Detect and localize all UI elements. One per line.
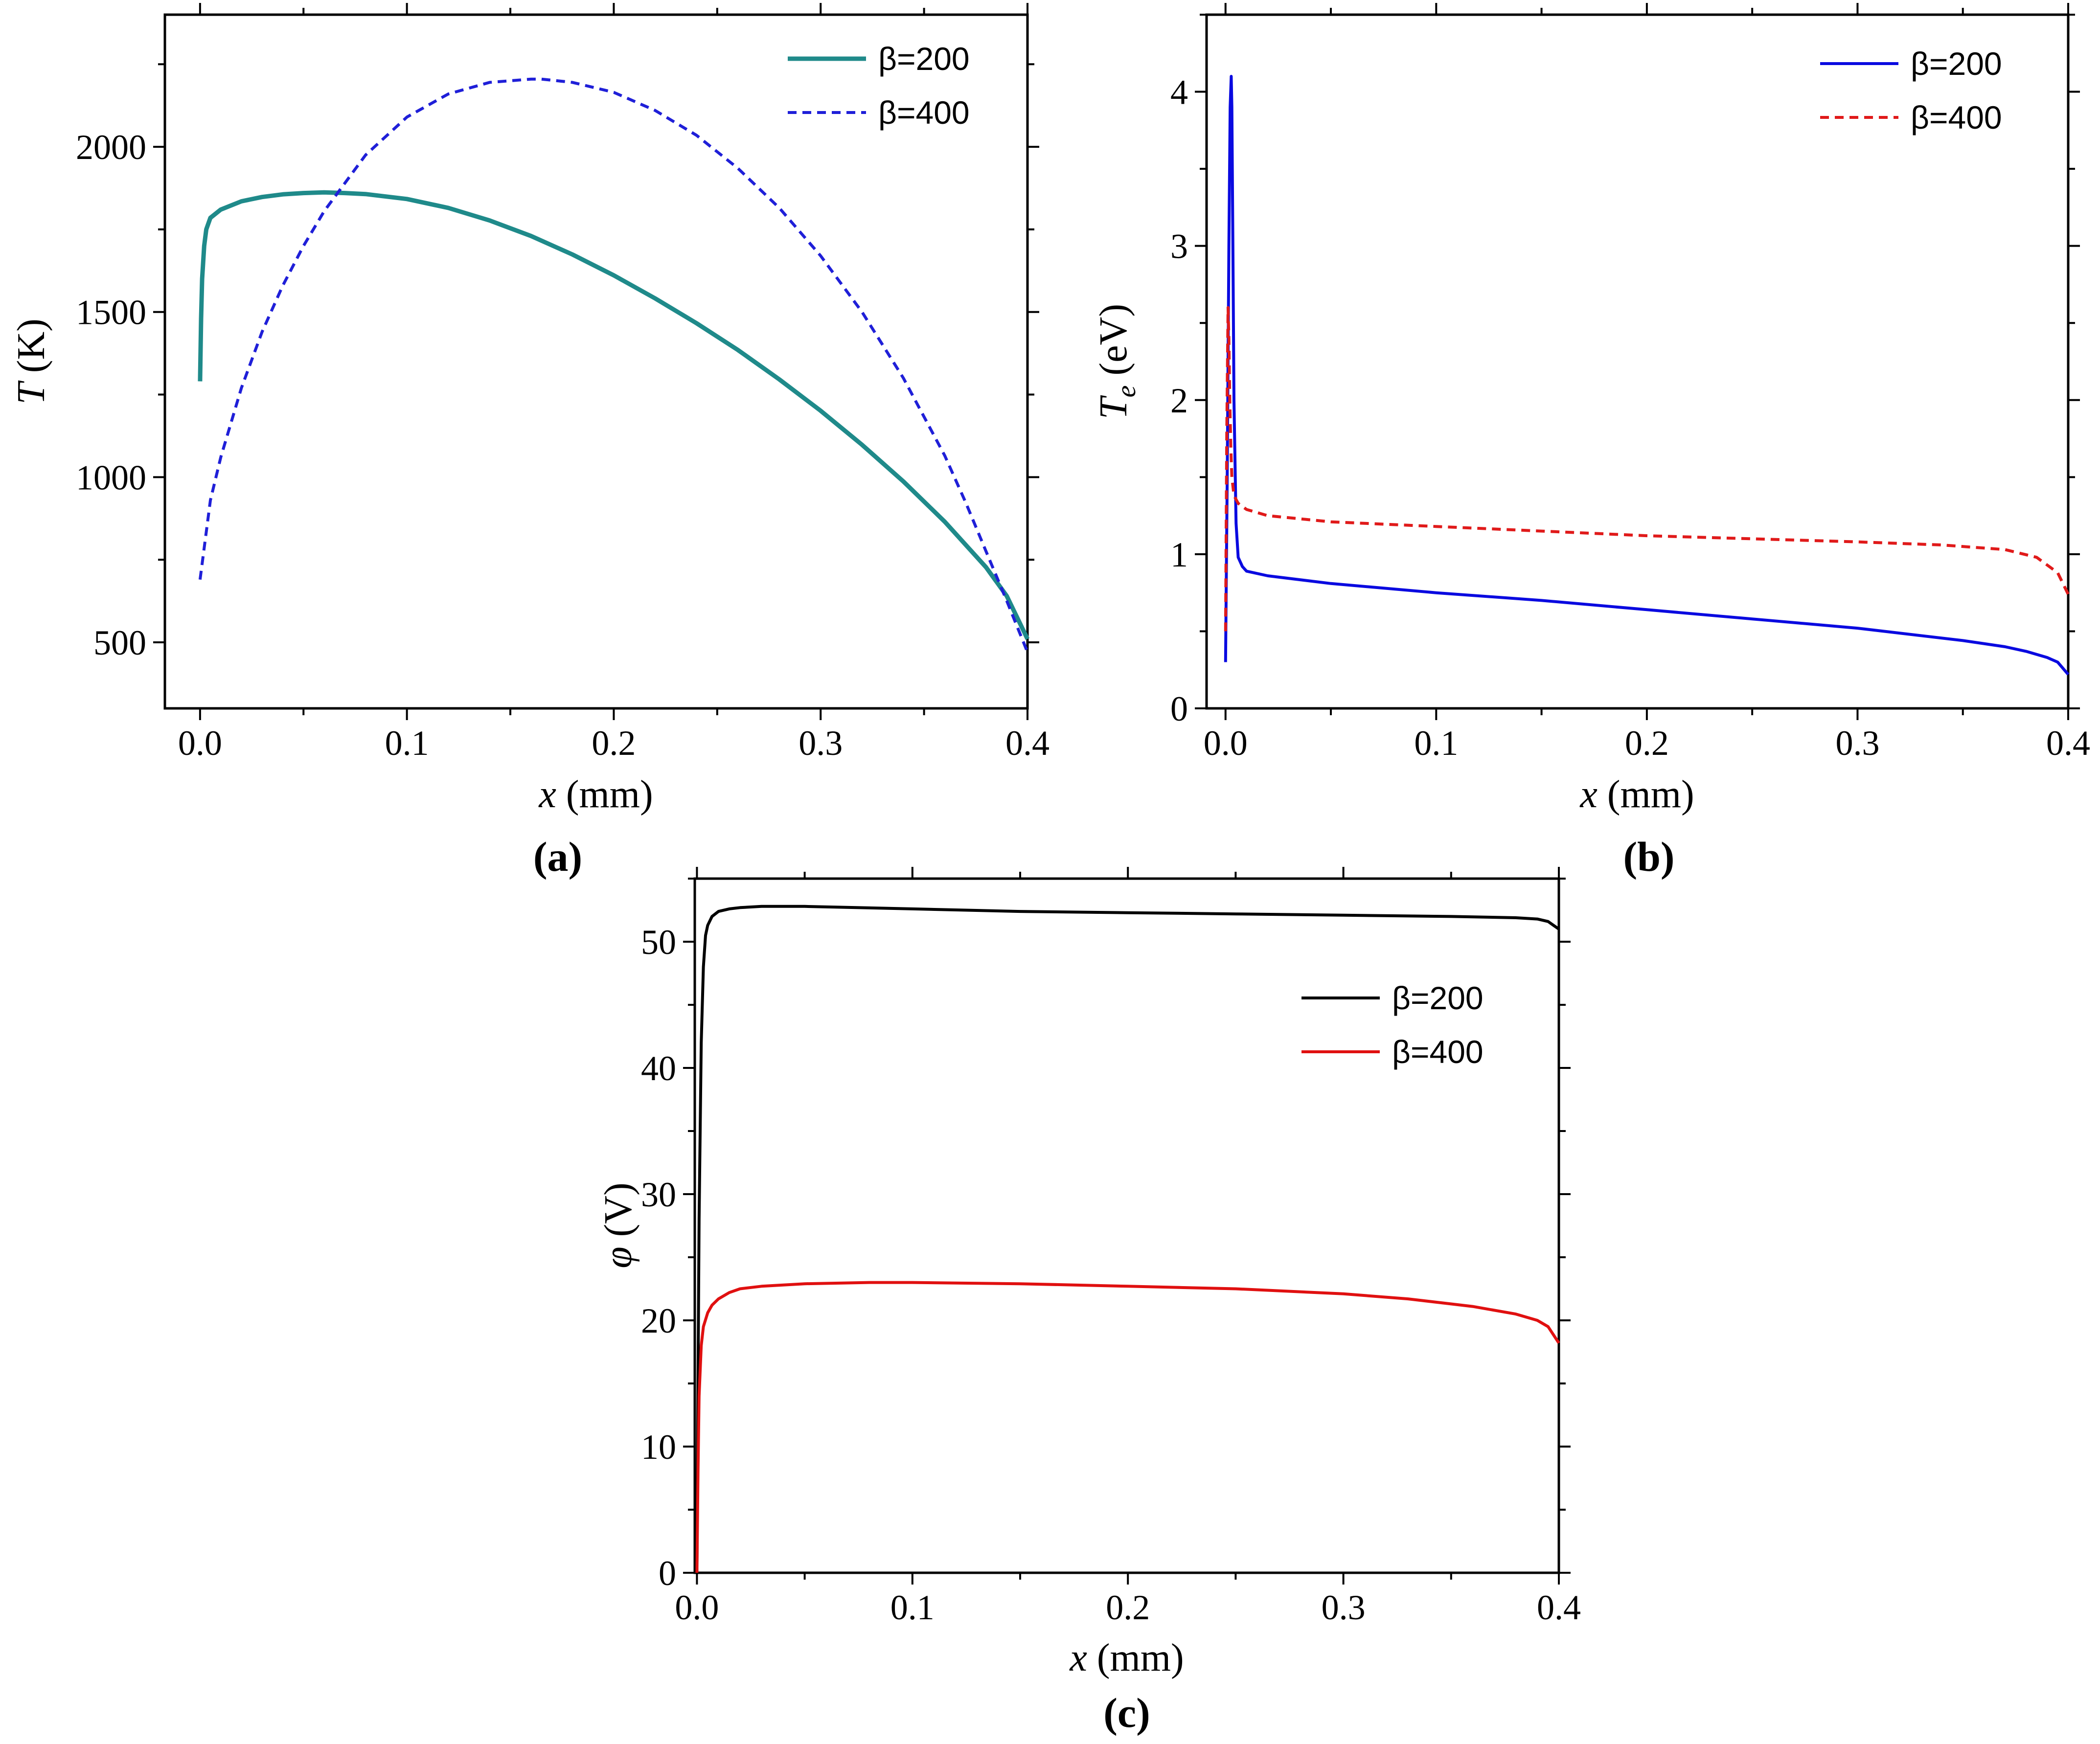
panel-b-ticks — [1195, 3, 2080, 720]
series-line-2 — [198, 77, 1029, 653]
y-tick-label: 1000 — [76, 458, 146, 497]
legend-label-2: β=400 — [1911, 99, 2002, 136]
y-tick-label: 1500 — [76, 293, 146, 332]
panel-a-label: (a) — [533, 833, 582, 880]
legend-label-2: β=400 — [1392, 1034, 1484, 1070]
panel-c-legend: β=200 β=400 — [1301, 980, 1484, 1070]
y-tick-label: 1 — [1170, 535, 1188, 574]
panel-c-frame — [693, 877, 1560, 1574]
x-tick-label: 0.0 — [1204, 724, 1248, 763]
legend-label-2: β=400 — [878, 94, 970, 131]
series-line-1 — [1224, 75, 2070, 676]
panel-a-ylabel: T (K) — [10, 318, 53, 405]
y-tick-label: 3 — [1170, 227, 1188, 266]
panel-c-ticks — [683, 867, 1571, 1585]
panel-a-legend: β=200 β=400 — [788, 41, 970, 131]
panel-a-tick-labels: 0.0 0.1 0.2 0.3 0.4 500 1000 1500 2000 — [76, 128, 1050, 763]
series-line-2 — [1224, 306, 2070, 632]
panel-a-frame — [163, 13, 1029, 710]
y-tick-label: 30 — [641, 1175, 676, 1214]
panel-b-legend: β=200 β=400 — [1820, 45, 2002, 136]
panel-b-frame — [1205, 13, 2070, 710]
panel-c-tick-labels: 0.0 0.1 0.2 0.3 0.4 0 10 20 30 40 50 — [641, 923, 1581, 1627]
legend-label-1: β=200 — [878, 41, 970, 77]
panel-b: 0.0 0.1 0.2 0.3 0.4 0 1 2 3 4 β=200 β=400 x (mm) T… — [1092, 3, 2090, 880]
panel-b-ylabel: Te (eV) — [1092, 304, 1141, 419]
series-line-2 — [695, 1281, 1560, 1573]
y-tick-label: 0 — [1170, 689, 1188, 728]
y-tick-label: 2000 — [76, 128, 146, 167]
panel-c-series — [695, 905, 1560, 1573]
panel-c: 0.0 0.1 0.2 0.3 0.4 0 10 20 30 40 50 β=200 β=400 x … — [597, 867, 1581, 1736]
legend-label-1: β=200 — [1911, 45, 2002, 82]
x-tick-label: 0.4 — [2046, 724, 2090, 763]
panel-b-label: (b) — [1623, 833, 1674, 880]
y-tick-label: 500 — [93, 623, 146, 662]
panel-a-xlabel: x (mm) — [538, 773, 653, 816]
x-tick-label: 0.4 — [1005, 724, 1050, 763]
y-tick-label: 2 — [1170, 381, 1188, 420]
x-tick-label: 0.3 — [799, 724, 843, 763]
x-tick-label: 0.3 — [1835, 724, 1879, 763]
x-tick-label: 0.1 — [1414, 724, 1458, 763]
panel-b-series — [1224, 75, 2070, 676]
x-tick-label: 0.0 — [178, 724, 222, 763]
x-tick-label: 0.1 — [890, 1588, 935, 1627]
panel-a-series — [198, 77, 1030, 653]
y-tick-label: 40 — [641, 1049, 676, 1088]
panel-a-ticks — [153, 3, 1039, 720]
panel-c-label: (c) — [1103, 1689, 1150, 1736]
y-tick-label: 20 — [641, 1301, 676, 1340]
y-tick-label: 0 — [659, 1554, 676, 1593]
series-line-1 — [198, 190, 1030, 640]
panel-c-ylabel: φ (V) — [597, 1182, 640, 1268]
x-tick-label: 0.1 — [385, 724, 429, 763]
y-tick-label: 10 — [641, 1427, 676, 1467]
panel-a: 0.0 0.1 0.2 0.3 0.4 500 1000 1500 2000 β=200 β=40… — [10, 3, 1050, 880]
x-tick-label: 0.0 — [675, 1588, 719, 1627]
y-tick-label: 50 — [641, 923, 676, 962]
x-tick-label: 0.2 — [592, 724, 636, 763]
panel-b-tick-labels: 0.0 0.1 0.2 0.3 0.4 0 1 2 3 4 — [1170, 73, 2090, 763]
x-tick-label: 0.2 — [1625, 724, 1669, 763]
panel-c-xlabel: x (mm) — [1069, 1636, 1184, 1679]
x-tick-label: 0.4 — [1537, 1588, 1581, 1627]
x-tick-label: 0.3 — [1322, 1588, 1366, 1627]
legend-label-1: β=200 — [1392, 980, 1484, 1016]
panel-b-xlabel: x (mm) — [1579, 773, 1694, 816]
y-tick-label: 4 — [1170, 73, 1188, 112]
x-tick-label: 0.2 — [1106, 1588, 1150, 1627]
series-line-1 — [695, 905, 1560, 1573]
